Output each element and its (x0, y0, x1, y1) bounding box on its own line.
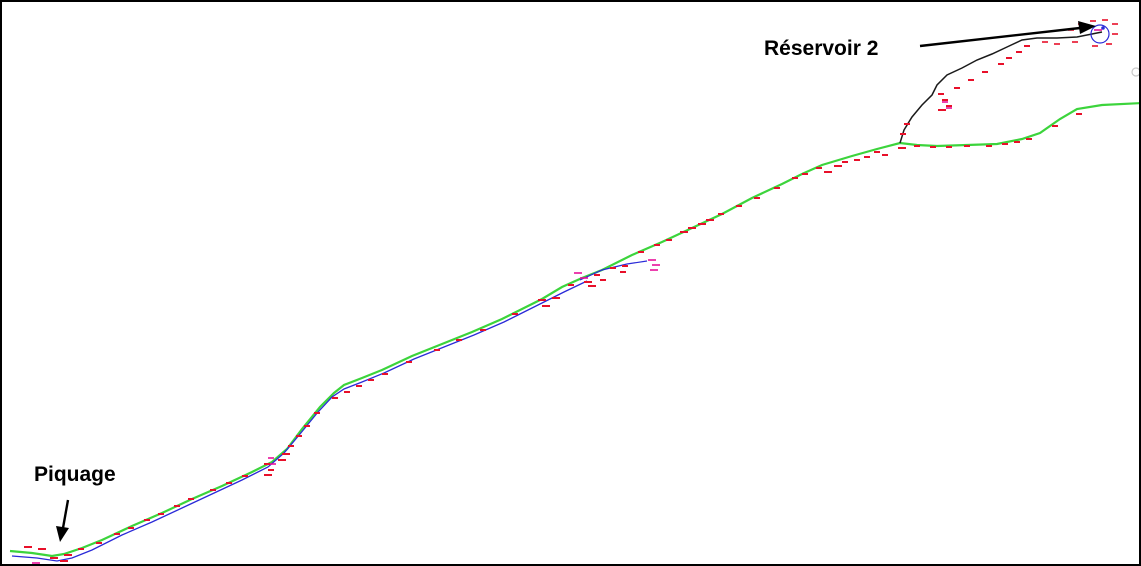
branch-to-reservoir (899, 31, 1103, 144)
piquage-label: Piquage (34, 463, 116, 486)
pipeline-main-green (9, 102, 1139, 558)
survey-markers (24, 45, 1082, 562)
reservoir-dot (1101, 26, 1105, 30)
reservoir-arrowhead (1078, 21, 1096, 34)
pipeline-secondary-blue (11, 280, 588, 562)
magenta-markers (32, 29, 1102, 564)
piquage-arrowhead (56, 526, 69, 542)
edge-symbol (1131, 67, 1139, 77)
reservoir-arrow (919, 26, 1081, 48)
reservoir-circle (1090, 24, 1110, 44)
piquage-arrow (61, 499, 70, 529)
reservoir-label: Réservoir 2 (764, 37, 879, 60)
